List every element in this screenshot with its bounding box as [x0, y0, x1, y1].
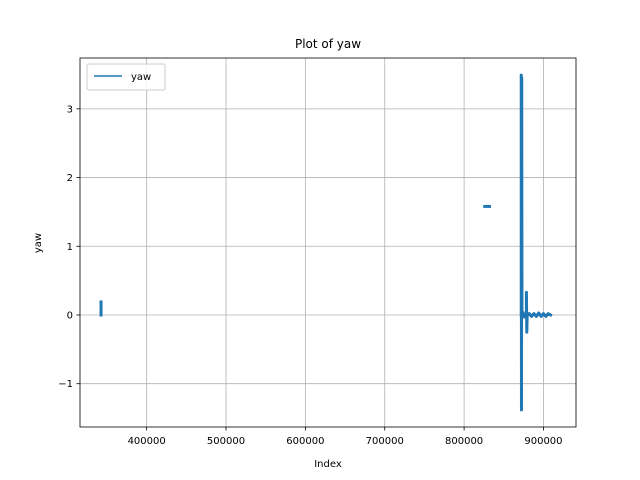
x-tick-label: 400000 [128, 436, 166, 447]
series-line-yaw [524, 290, 529, 334]
y-tick-label: 2 [67, 173, 73, 184]
plot-frame [79, 57, 577, 428]
legend-label-yaw: yaw [131, 72, 151, 83]
x-axis: 400000 500000 600000 700000 800000 900000 [128, 427, 563, 447]
series-line-yaw [525, 311, 553, 318]
x-axis-label: Index [314, 459, 342, 470]
legend: yaw [86, 63, 166, 91]
x-tick-label: 900000 [524, 436, 562, 447]
series-layer [99, 73, 553, 412]
legend-box [86, 63, 166, 91]
plot-area [80, 58, 576, 427]
x-tick-label: 800000 [445, 436, 483, 447]
x-tick-label: 600000 [286, 436, 324, 447]
y-axis: −1 0 1 2 3 [58, 104, 80, 390]
y-tick-label: 0 [67, 310, 73, 321]
y-tick-label: −1 [58, 379, 73, 390]
x-tick-label: 500000 [207, 436, 245, 447]
grid [80, 58, 576, 427]
x-tick-label: 700000 [366, 436, 404, 447]
chart-title: Plot of yaw [295, 37, 361, 51]
y-tick-label: 3 [67, 104, 73, 115]
y-tick-label: 1 [67, 242, 73, 253]
series-line-yaw [519, 73, 524, 412]
y-axis-label: yaw [33, 233, 44, 253]
